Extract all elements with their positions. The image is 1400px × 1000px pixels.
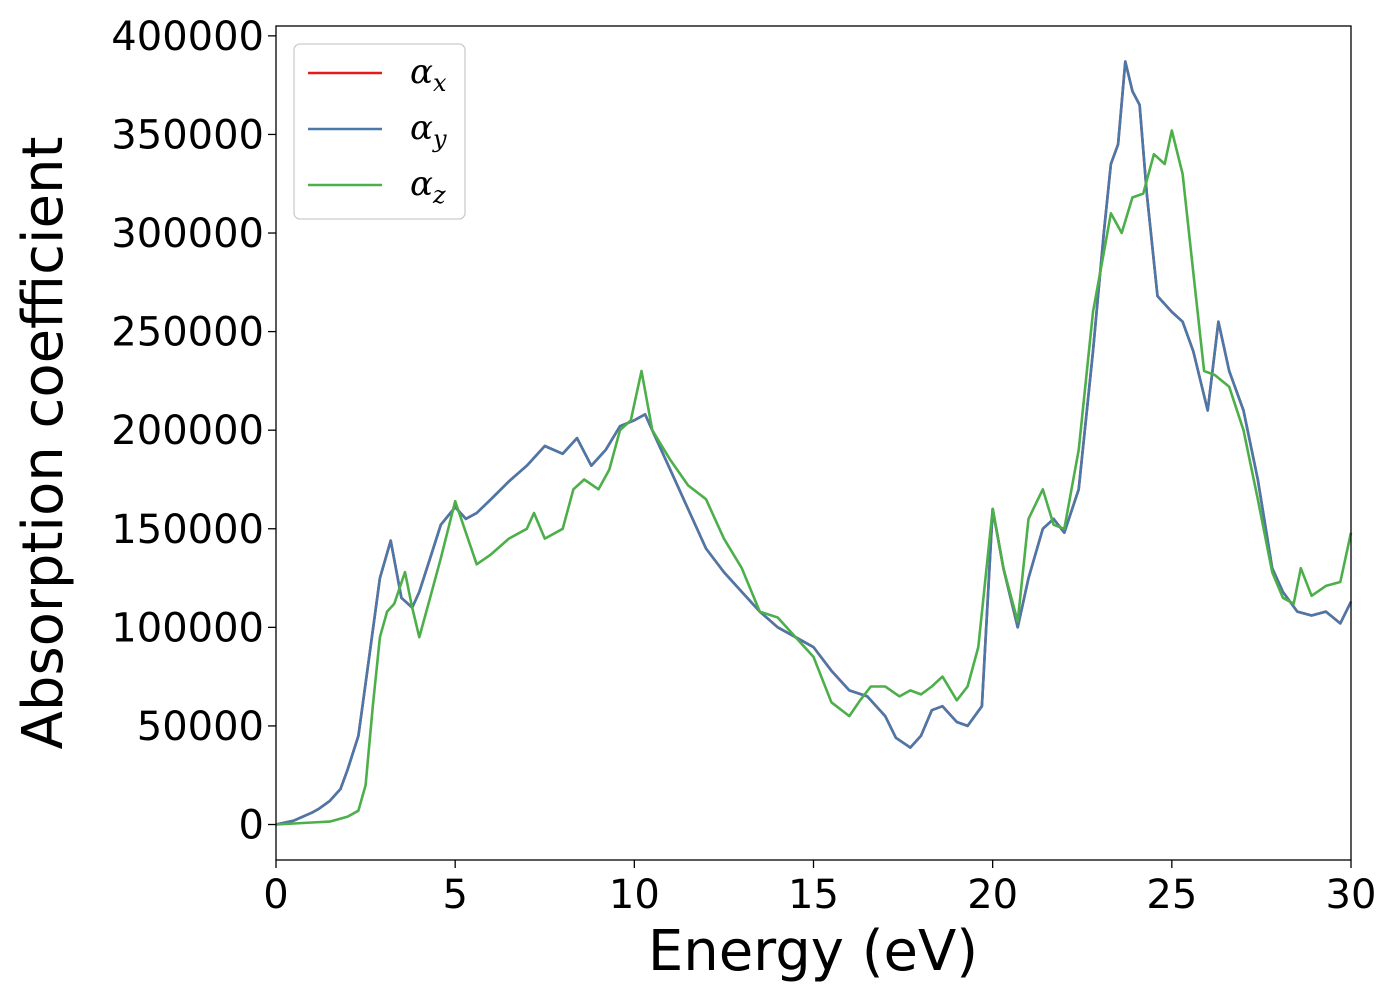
- x-tick-label: 20: [967, 872, 1018, 918]
- series-line-y: [275, 60, 1353, 826]
- x-tick-label: 15: [788, 872, 839, 918]
- y-tick-label: 350000: [111, 112, 264, 158]
- legend-label-z: αz: [410, 164, 446, 209]
- legend-label-y: αy: [410, 108, 447, 153]
- legend-box: [293, 43, 466, 220]
- y-tick-label: 0: [239, 803, 264, 849]
- y-tick-label: 150000: [111, 507, 264, 553]
- x-tick-label: 0: [263, 872, 288, 918]
- y-tick-label: 50000: [137, 704, 264, 750]
- legend: αx αy αz: [293, 43, 466, 220]
- y-tick-label: 300000: [111, 211, 264, 257]
- x-tick-label: 30: [1326, 872, 1377, 918]
- y-tick-label: 200000: [111, 408, 264, 454]
- y-tick-label: 100000: [111, 605, 264, 651]
- y-axis-ticks: 0 50000 100000 150000 200000 250000 300000 3500…: [111, 14, 276, 849]
- series-line-z: [275, 129, 1353, 826]
- series-layer: [275, 60, 1353, 826]
- x-tick-label: 5: [442, 872, 467, 918]
- y-tick-label: 250000: [111, 310, 264, 356]
- legend-label-x: αx: [410, 52, 447, 97]
- x-tick-label: 25: [1146, 872, 1197, 918]
- x-axis-ticks: 0 5 10 15 20 25 30: [263, 860, 1376, 918]
- y-tick-label: 400000: [111, 14, 264, 60]
- x-axis-label: Energy (eV): [648, 919, 978, 984]
- x-tick-label: 10: [609, 872, 660, 918]
- y-axis-label: Absorption coefficient: [11, 137, 76, 750]
